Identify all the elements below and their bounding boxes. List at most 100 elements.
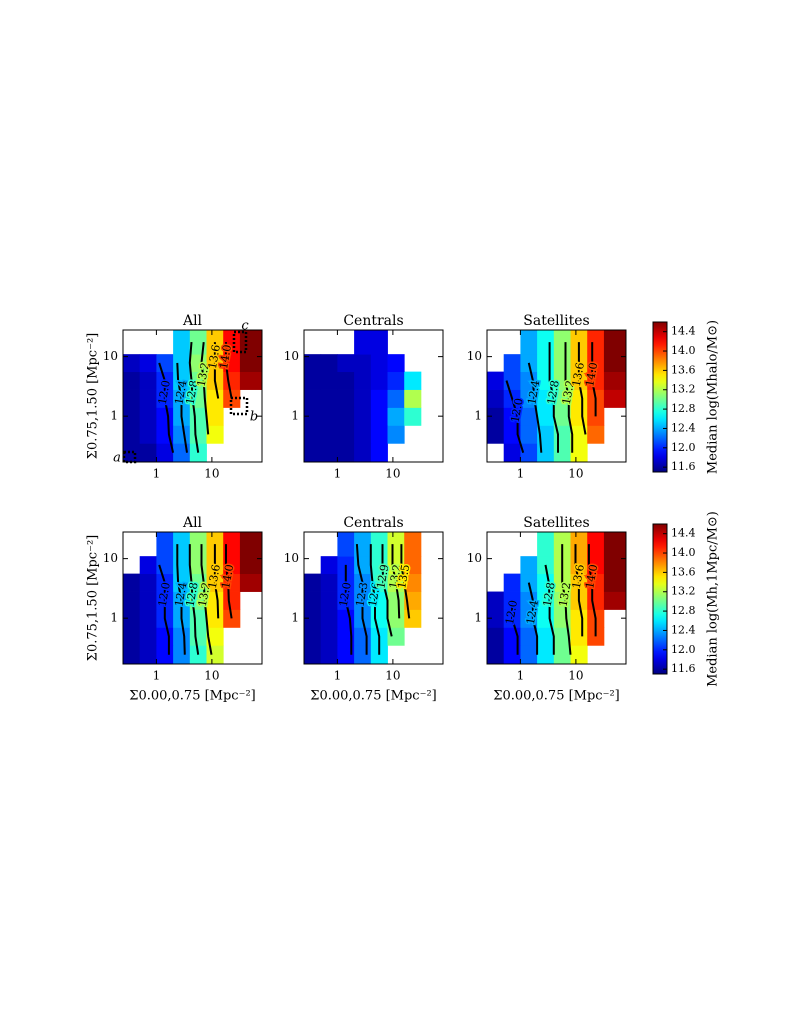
x-tick-label: 1 xyxy=(334,467,342,481)
contour-line xyxy=(544,564,555,655)
heatmap-cell xyxy=(503,645,521,665)
x-tick-label: 10 xyxy=(568,467,583,481)
heatmap-cell xyxy=(189,425,207,444)
x-tick-label: 1 xyxy=(517,669,525,683)
heatmap-cell xyxy=(304,389,322,408)
heatmap-cell xyxy=(570,627,588,646)
heatmap-cell xyxy=(156,645,174,665)
heatmap-cell xyxy=(404,389,422,408)
heatmap-cell xyxy=(404,532,422,557)
contour-label: 12.8 xyxy=(545,379,562,405)
heatmap-cell xyxy=(537,645,555,665)
panel-title: Satellites xyxy=(523,313,589,329)
heatmap-cell xyxy=(487,425,505,444)
heatmap-cell xyxy=(337,532,355,557)
heatmap-cell xyxy=(537,330,555,355)
heatmap-cell xyxy=(239,371,263,390)
heatmap-cell xyxy=(537,407,555,426)
heatmap-cell xyxy=(173,330,191,355)
contour-line xyxy=(369,544,381,655)
heatmap-cell xyxy=(189,645,207,665)
heatmap-cell xyxy=(156,532,174,557)
contour-line xyxy=(188,544,200,655)
contour-line xyxy=(225,544,233,619)
heatmap-cell xyxy=(603,354,627,373)
contour-label: 12.8 xyxy=(184,379,201,405)
heatmap-cell xyxy=(123,354,141,373)
contour-label: 13.2 xyxy=(195,361,212,387)
heatmap-cell xyxy=(239,556,263,575)
heatmap-cell xyxy=(553,407,571,426)
heatmap-cell xyxy=(487,645,505,665)
heatmap-cell xyxy=(239,573,263,592)
contour-label: 12.4 xyxy=(525,379,542,405)
heatmap-cell xyxy=(603,371,627,390)
heatmap-cell xyxy=(603,573,627,592)
heatmap-cell xyxy=(354,330,372,355)
heatmap-cell xyxy=(139,645,157,665)
heatmap-cell xyxy=(223,609,241,628)
colorbar-tick-label: 13.6 xyxy=(671,363,696,376)
heatmap-cell xyxy=(337,389,355,408)
panel: 12.0 12.412.813.213.614.0 1 10 1 10 All Σ0.75,1… xyxy=(86,313,263,481)
heatmap-cell xyxy=(570,425,588,444)
contour-label: 13.6 xyxy=(570,361,587,387)
heatmap-cell xyxy=(156,407,174,426)
heatmap-cell xyxy=(354,645,372,665)
heatmap-cell xyxy=(139,354,157,373)
heatmap-cell xyxy=(173,532,191,557)
contour-label: 12.9 xyxy=(374,563,391,589)
heatmap-cell xyxy=(320,425,338,444)
contour-line xyxy=(577,342,587,435)
colorbar-tick-label: 14.0 xyxy=(671,344,696,357)
contour-label: 12.8 xyxy=(184,581,201,607)
colorbar-tick-label: 11.6 xyxy=(671,662,696,675)
contour-label: 13.2 xyxy=(556,581,573,607)
heatmap-cell xyxy=(304,443,322,463)
heatmap-cell xyxy=(537,443,555,463)
heatmap-cell xyxy=(123,407,141,426)
heatmap-cell xyxy=(156,627,174,646)
heatmap-cell xyxy=(189,556,207,575)
heatmap-cell xyxy=(503,443,521,463)
heatmap-cell xyxy=(603,591,627,610)
heatmap-cell xyxy=(520,645,538,665)
colorbar-tick-label: 13.2 xyxy=(671,585,696,598)
heatmap-cell xyxy=(337,443,355,463)
heatmap-cell xyxy=(189,407,207,426)
heatmap-cell xyxy=(387,591,405,610)
contour-line xyxy=(527,362,543,453)
heatmap-cell xyxy=(139,389,157,408)
y-tick-label: 10 xyxy=(467,349,482,363)
heatmap-cell xyxy=(173,645,191,665)
contour-line xyxy=(548,342,559,453)
heatmap-cell xyxy=(370,389,388,408)
heatmap-cell xyxy=(123,591,141,610)
heatmap-cell xyxy=(189,532,207,557)
panel: 12.0 12.412.813.213.614.0 1 10 1 10 Satellites… xyxy=(467,515,627,704)
heatmap-cell xyxy=(123,425,141,444)
heatmap-cell xyxy=(189,443,207,463)
panel: 1 10 1 10 Centrals xyxy=(284,313,444,481)
contour-label: 12.0 xyxy=(503,599,520,625)
heatmap-cell xyxy=(520,425,538,444)
contour-label: 13.5 xyxy=(395,563,412,589)
heatmap-cell xyxy=(320,645,338,665)
heatmap-cell xyxy=(304,591,322,610)
colorbar-gradient xyxy=(652,321,668,473)
panel-title: All xyxy=(182,313,203,329)
heatmap-cell xyxy=(304,609,322,628)
heatmap-cell xyxy=(239,330,263,355)
heatmap-cell xyxy=(206,645,224,665)
contour-line xyxy=(574,544,584,637)
heatmap-cell xyxy=(553,354,571,373)
annotation-box xyxy=(229,396,249,416)
heatmap-cell xyxy=(354,556,372,575)
contour-label: 12.4 xyxy=(172,379,189,405)
heatmap-cell xyxy=(387,354,405,373)
contour-line xyxy=(200,544,213,655)
heatmap-cell xyxy=(354,425,372,444)
x-axis-label: Σ0.00,0.75 [Mpc⁻²] xyxy=(129,689,255,704)
colorbar-tick-label: 14.4 xyxy=(671,325,696,338)
heatmap-cell xyxy=(304,645,322,665)
